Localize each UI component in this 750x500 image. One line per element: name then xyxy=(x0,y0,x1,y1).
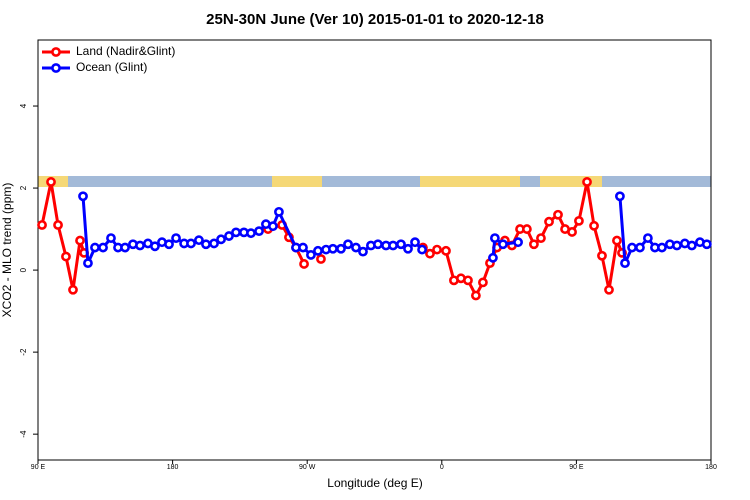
data-point xyxy=(620,258,630,269)
data-point xyxy=(75,235,85,246)
data-point xyxy=(627,242,637,253)
data-point xyxy=(489,233,500,244)
data-point xyxy=(68,284,78,295)
data-point xyxy=(313,245,323,256)
data-point xyxy=(37,220,47,230)
legend-label: Land (Nadir&Glint) xyxy=(76,44,175,58)
data-point xyxy=(216,234,226,245)
data-point xyxy=(635,242,645,253)
data-point xyxy=(672,240,682,251)
data-point xyxy=(78,191,88,202)
data-point xyxy=(246,228,256,239)
chart-title: 25N-30N June (Ver 10) 2015-01-01 to 2020… xyxy=(206,11,544,28)
data-point xyxy=(544,216,554,227)
data-point xyxy=(417,244,427,255)
data-point xyxy=(90,242,100,253)
data-point xyxy=(343,239,353,250)
data-point xyxy=(478,277,488,288)
data-point xyxy=(328,243,338,254)
legend-marker xyxy=(51,47,61,57)
data-point xyxy=(336,243,346,254)
data-point xyxy=(46,177,56,187)
data-point xyxy=(589,220,599,231)
data-point xyxy=(61,251,71,262)
data-point xyxy=(186,238,196,249)
data-point xyxy=(410,237,420,248)
data-point xyxy=(306,250,316,260)
data-point xyxy=(582,177,592,187)
data-point xyxy=(463,275,473,286)
data-point xyxy=(351,242,361,253)
data-point xyxy=(396,239,406,250)
data-point xyxy=(597,250,607,261)
x-tick-label: 180 xyxy=(167,464,179,471)
y-tick-label: 4 xyxy=(19,103,28,108)
y-tick-label: -2 xyxy=(19,348,28,356)
data-point xyxy=(521,224,532,234)
data-point xyxy=(358,246,368,257)
legend-marker xyxy=(51,63,61,73)
data-point xyxy=(432,244,442,255)
data-point xyxy=(171,233,181,244)
data-point xyxy=(201,239,211,250)
data-point xyxy=(529,239,539,250)
land-mask-strip xyxy=(38,176,711,187)
data-point xyxy=(231,227,241,238)
data-point xyxy=(488,252,498,263)
data-point xyxy=(224,231,234,241)
data-point xyxy=(388,240,398,251)
series-line xyxy=(40,180,624,298)
x-tick-label: 0 xyxy=(440,464,444,471)
y-tick-label: 2 xyxy=(19,185,28,190)
data-point xyxy=(403,243,413,254)
data-point xyxy=(106,233,116,244)
data-point xyxy=(135,240,145,251)
data-point xyxy=(209,238,219,249)
data-point xyxy=(441,245,451,256)
data-point xyxy=(470,290,481,301)
data-point xyxy=(574,215,584,226)
data-point xyxy=(498,239,508,250)
data-point xyxy=(120,242,130,253)
data-point xyxy=(686,240,697,251)
data-point xyxy=(701,239,712,250)
data-point xyxy=(298,242,308,253)
x-tick-label: 180 xyxy=(705,464,717,471)
data-point xyxy=(373,239,383,250)
data-point xyxy=(254,226,264,237)
y-tick-label: 0 xyxy=(19,267,28,272)
data-point xyxy=(425,248,435,259)
data-point xyxy=(150,241,160,252)
x-tick-label: 90 E xyxy=(31,464,46,471)
data-point xyxy=(98,242,108,253)
data-point xyxy=(553,209,563,220)
data-point xyxy=(194,235,204,246)
data-point xyxy=(268,221,278,232)
data-point xyxy=(612,235,622,246)
data-point xyxy=(604,284,614,295)
data-point xyxy=(657,242,667,253)
data-point xyxy=(642,233,653,244)
data-point xyxy=(164,239,174,250)
data-point xyxy=(536,233,546,244)
data-point xyxy=(316,254,326,264)
data-point xyxy=(53,220,63,230)
plot-frame xyxy=(37,39,712,461)
series-line xyxy=(81,196,708,265)
data-point xyxy=(615,191,625,202)
x-tick-label: 90 E xyxy=(569,464,584,471)
data-point xyxy=(513,237,523,248)
data-point xyxy=(299,259,309,269)
x-tick-label: 90 W xyxy=(299,464,316,471)
data-point xyxy=(83,258,93,269)
data-point xyxy=(567,227,577,237)
data-point xyxy=(274,206,284,217)
x-axis-label: Longitude (deg E) xyxy=(327,476,422,490)
y-axis-label: XCO2 - MLO trend (ppm) xyxy=(0,183,14,318)
y-tick-label: -4 xyxy=(19,430,28,438)
legend-label: Ocean (Glint) xyxy=(76,60,147,74)
